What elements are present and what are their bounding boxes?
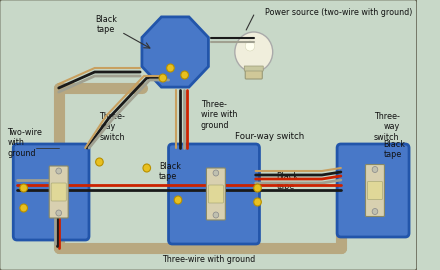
FancyBboxPatch shape [51,183,66,201]
FancyBboxPatch shape [206,168,225,220]
Circle shape [213,170,219,176]
FancyBboxPatch shape [245,67,262,79]
FancyBboxPatch shape [366,164,385,217]
Circle shape [56,210,62,216]
Circle shape [372,167,378,173]
Text: Three-wire with ground: Three-wire with ground [161,255,255,264]
FancyBboxPatch shape [0,0,418,270]
Text: Three-
way
switch: Three- way switch [99,112,125,142]
Text: Black
tape: Black tape [95,15,117,34]
Circle shape [20,204,27,212]
Circle shape [213,212,219,218]
Circle shape [56,168,62,174]
Text: Black
tape: Black tape [384,140,406,159]
Text: Two-wire
with
ground: Two-wire with ground [7,128,42,158]
Circle shape [235,32,273,72]
Circle shape [372,208,378,214]
Circle shape [245,41,255,51]
Circle shape [181,71,188,79]
Circle shape [167,64,174,72]
FancyBboxPatch shape [244,66,263,71]
Circle shape [254,198,261,206]
Text: Three-
way
switch: Three- way switch [374,112,400,142]
FancyBboxPatch shape [13,144,89,240]
FancyBboxPatch shape [49,166,68,218]
Text: Black
tape: Black tape [276,172,298,191]
Text: Black
tape: Black tape [159,162,181,181]
Circle shape [20,184,27,192]
Text: Four-way switch: Four-way switch [235,132,304,141]
Circle shape [143,164,150,172]
FancyBboxPatch shape [169,144,260,244]
Text: Power source (two-wire with ground): Power source (two-wire with ground) [265,8,413,17]
Circle shape [159,74,167,82]
Circle shape [174,196,182,204]
FancyBboxPatch shape [367,181,382,200]
FancyBboxPatch shape [337,144,409,237]
Text: Three-
wire with
ground: Three- wire with ground [201,100,237,130]
Circle shape [254,184,261,192]
Polygon shape [142,17,209,87]
FancyBboxPatch shape [208,185,224,203]
Circle shape [95,158,103,166]
